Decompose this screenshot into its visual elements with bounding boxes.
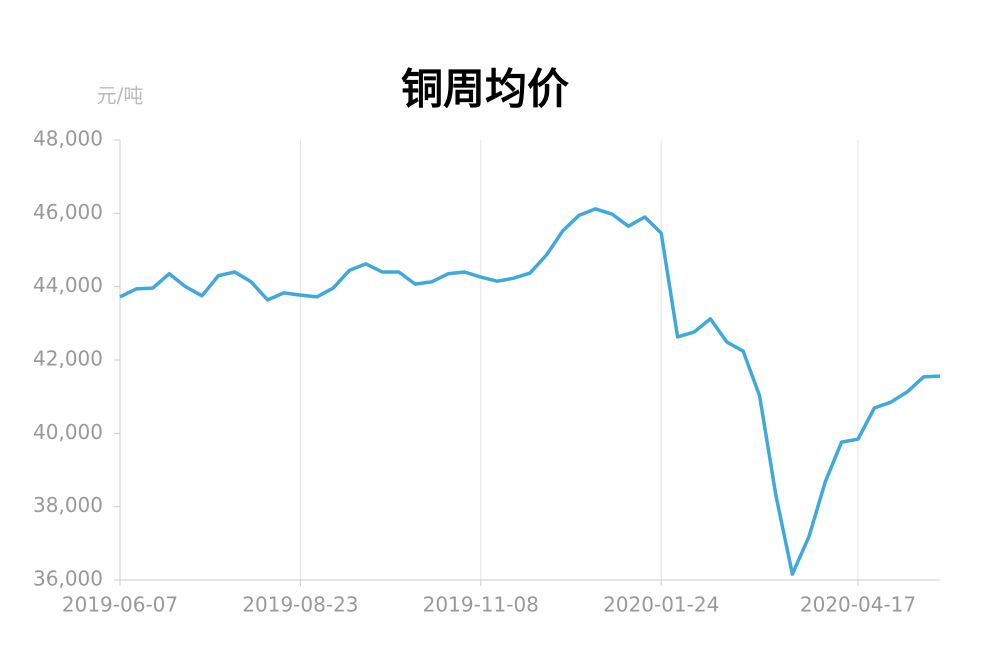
- x-tick-label: 2019-11-08: [423, 593, 539, 617]
- y-tick-label: 36,000: [33, 567, 103, 591]
- x-tick-label: 2020-01-24: [603, 593, 719, 617]
- data-line: [119, 207, 941, 576]
- y-tick-label: 46,000: [33, 200, 103, 224]
- y-tick-label: 44,000: [33, 273, 103, 297]
- x-tick-label: 2019-08-23: [242, 593, 358, 617]
- y-axis-unit: 元/吨: [97, 84, 144, 108]
- x-tick-label: 2020-04-17: [800, 593, 916, 617]
- chart-title: 铜周均价: [401, 65, 569, 114]
- y-tick-label: 40,000: [33, 420, 103, 444]
- y-tick-label: 38,000: [33, 493, 103, 517]
- x-tick-label: 2019-06-07: [62, 593, 178, 617]
- y-tick-label: 48,000: [33, 127, 103, 151]
- y-tick-label: 42,000: [33, 347, 103, 371]
